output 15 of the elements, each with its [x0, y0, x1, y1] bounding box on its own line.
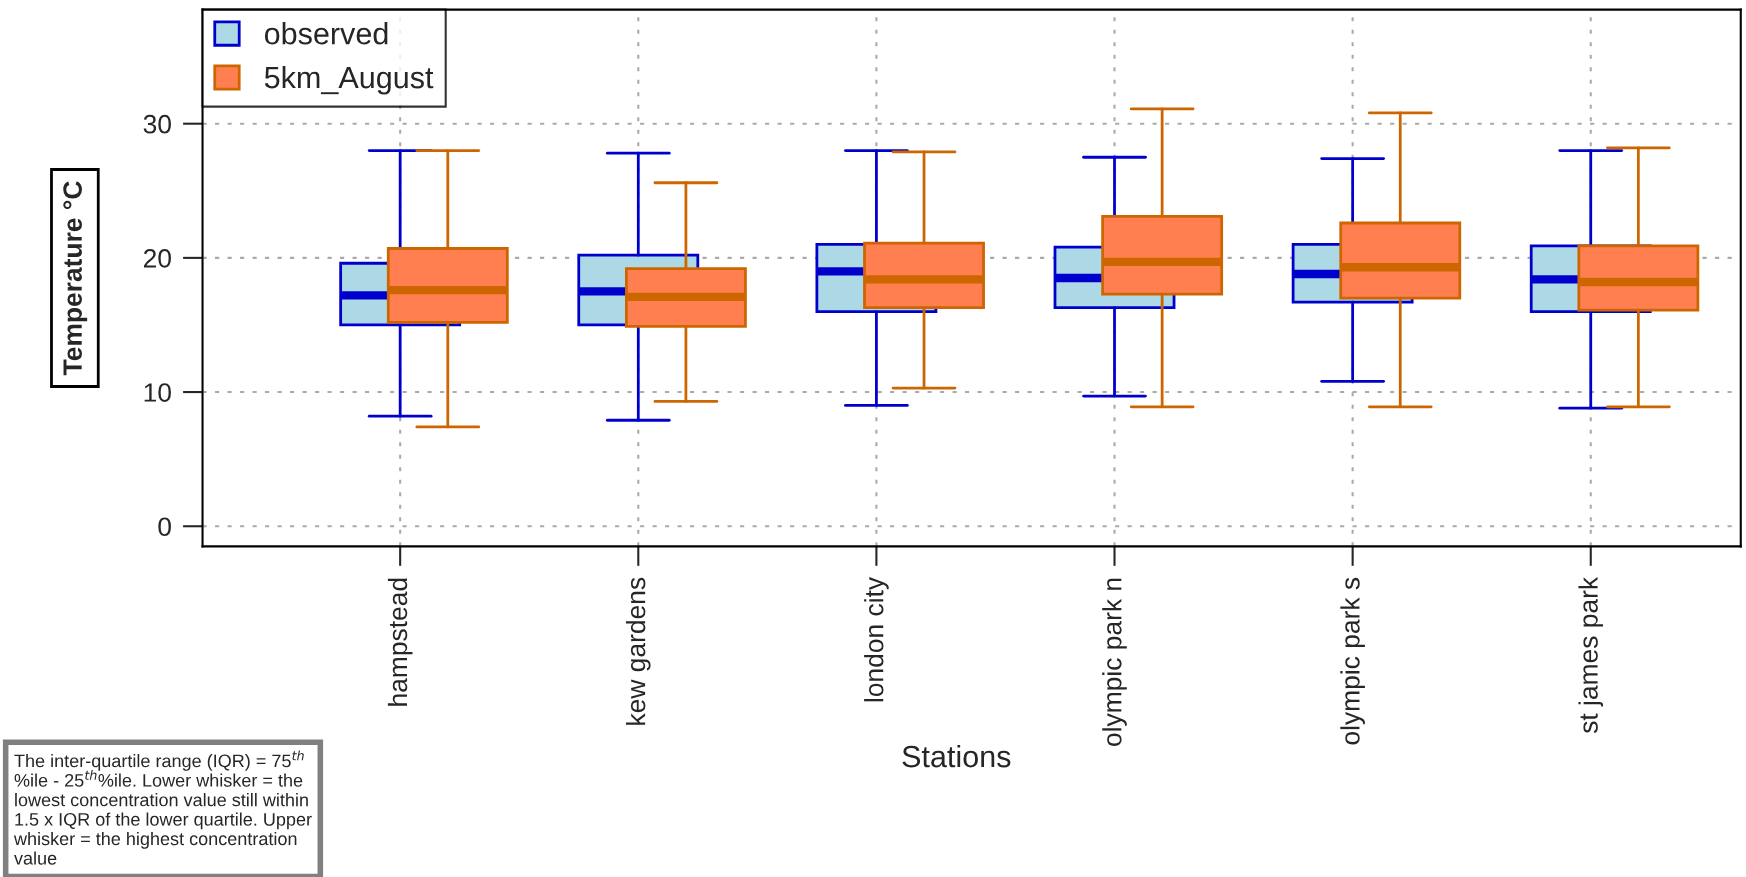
- text: The inter-quartile range (IQR) = 75$^{th}$ %ile - 25$^{th}$%ile. Lower whisker = the lowest concentration value still within 1.5 x IQR of the lower quartile. Upper whisker = the highest concentration value: [13, 750, 312, 865]
- y-tick-label: 0: [158, 517, 171, 537]
- x-tick-label: olympic park s: [1340, 577, 1365, 745]
- x-tick-label: st james park: [1578, 576, 1604, 734]
- legend-label: observed: [264, 22, 388, 45]
- y-axis-title: Temperature °C: [63, 181, 88, 376]
- y-tick-label: 30: [143, 114, 171, 134]
- x-tick-label: olympic park n: [1102, 578, 1127, 746]
- legend-label: 5km_August: [264, 65, 434, 95]
- x-tick-label: kew gardens: [625, 577, 651, 725]
- x-tick-label: hampstead: [387, 578, 413, 706]
- x-axis-title: Stations: [902, 744, 1011, 768]
- x-tick-label: london city: [864, 576, 889, 702]
- y-tick-label: 20: [143, 249, 171, 268]
- y-tick-label: 10: [144, 383, 171, 402]
